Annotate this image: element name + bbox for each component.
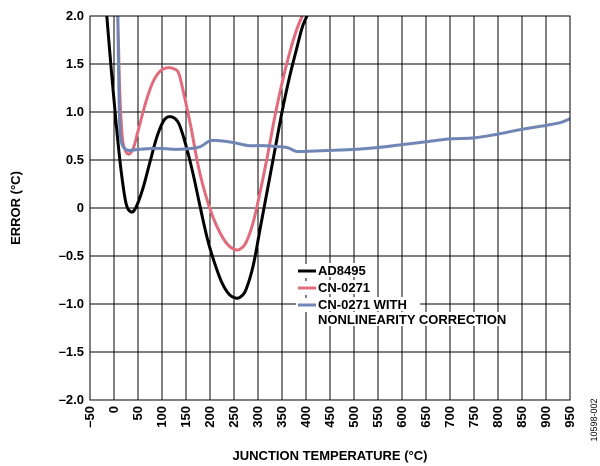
figure-id: 10598-002 [589, 398, 599, 441]
legend-text-bg [317, 263, 369, 277]
x-axis-title: JUNCTION TEMPERATURE (°C) [233, 448, 428, 463]
x-tick-label: 0 [106, 406, 121, 413]
grid [89, 15, 571, 401]
y-tick-label: 1.5 [66, 56, 84, 71]
y-tick-label: 2.0 [66, 8, 84, 23]
x-tick-label: 250 [226, 406, 241, 428]
y-tick-label: –1.5 [59, 344, 84, 359]
legend-text-bg [317, 280, 378, 294]
series-line-2 [116, 16, 570, 154]
x-tick-label: –50 [82, 406, 97, 428]
x-tick-label: 900 [538, 406, 553, 428]
y-tick-label: 0 [77, 200, 84, 215]
series-line-1 [116, 16, 304, 252]
legend-label-1: CN-0271 [318, 280, 370, 295]
legend-text-bg [317, 312, 515, 326]
x-tick-label: 450 [322, 406, 337, 428]
x-tick-label: 400 [298, 406, 313, 428]
y-tick-label: –2.0 [59, 392, 84, 407]
x-tick-label: 350 [274, 406, 289, 428]
y-tick-labels: 2.0 1.5 1.0 0.5 0 –0.5 –1.0 –1.5 –2.0 [59, 8, 84, 407]
x-tick-label: 200 [202, 406, 217, 428]
x-tick-label: 50 [130, 406, 145, 420]
x-tick-label: 300 [250, 406, 265, 428]
legend-label-0: AD8495 [318, 263, 366, 278]
y-tick-label: –0.5 [59, 248, 84, 263]
x-tick-label: 850 [514, 406, 529, 428]
x-tick-label: 750 [466, 406, 481, 428]
legend-label-2: CN-0271 WITH [318, 297, 407, 312]
x-tick-label: 500 [346, 406, 361, 428]
y-tick-label: –1.0 [59, 296, 84, 311]
x-tick-label: 150 [178, 406, 193, 428]
x-tick-label: 550 [370, 406, 385, 428]
x-tick-labels: –50 0 50 100 150 200 250 300 350 400 450 500 550 600 6… [82, 406, 577, 428]
y-tick-label: 1.0 [66, 104, 84, 119]
series-line-0 [105, 16, 309, 300]
x-tick-label: 950 [562, 406, 577, 428]
x-tick-label: 650 [418, 406, 433, 428]
legend-text-bg [317, 297, 421, 311]
y-axis-title: ERROR (°C) [8, 171, 23, 245]
x-tick-label: 100 [154, 406, 169, 428]
x-tick-label: 800 [490, 406, 505, 428]
legend-label-2: NONLINEARITY CORRECTION [318, 312, 506, 327]
x-tick-label: 700 [442, 406, 457, 428]
y-tick-label: 0.5 [66, 152, 84, 167]
series-lines [105, 16, 570, 300]
plot-frame [89, 15, 571, 401]
x-tick-label: 600 [394, 406, 409, 428]
